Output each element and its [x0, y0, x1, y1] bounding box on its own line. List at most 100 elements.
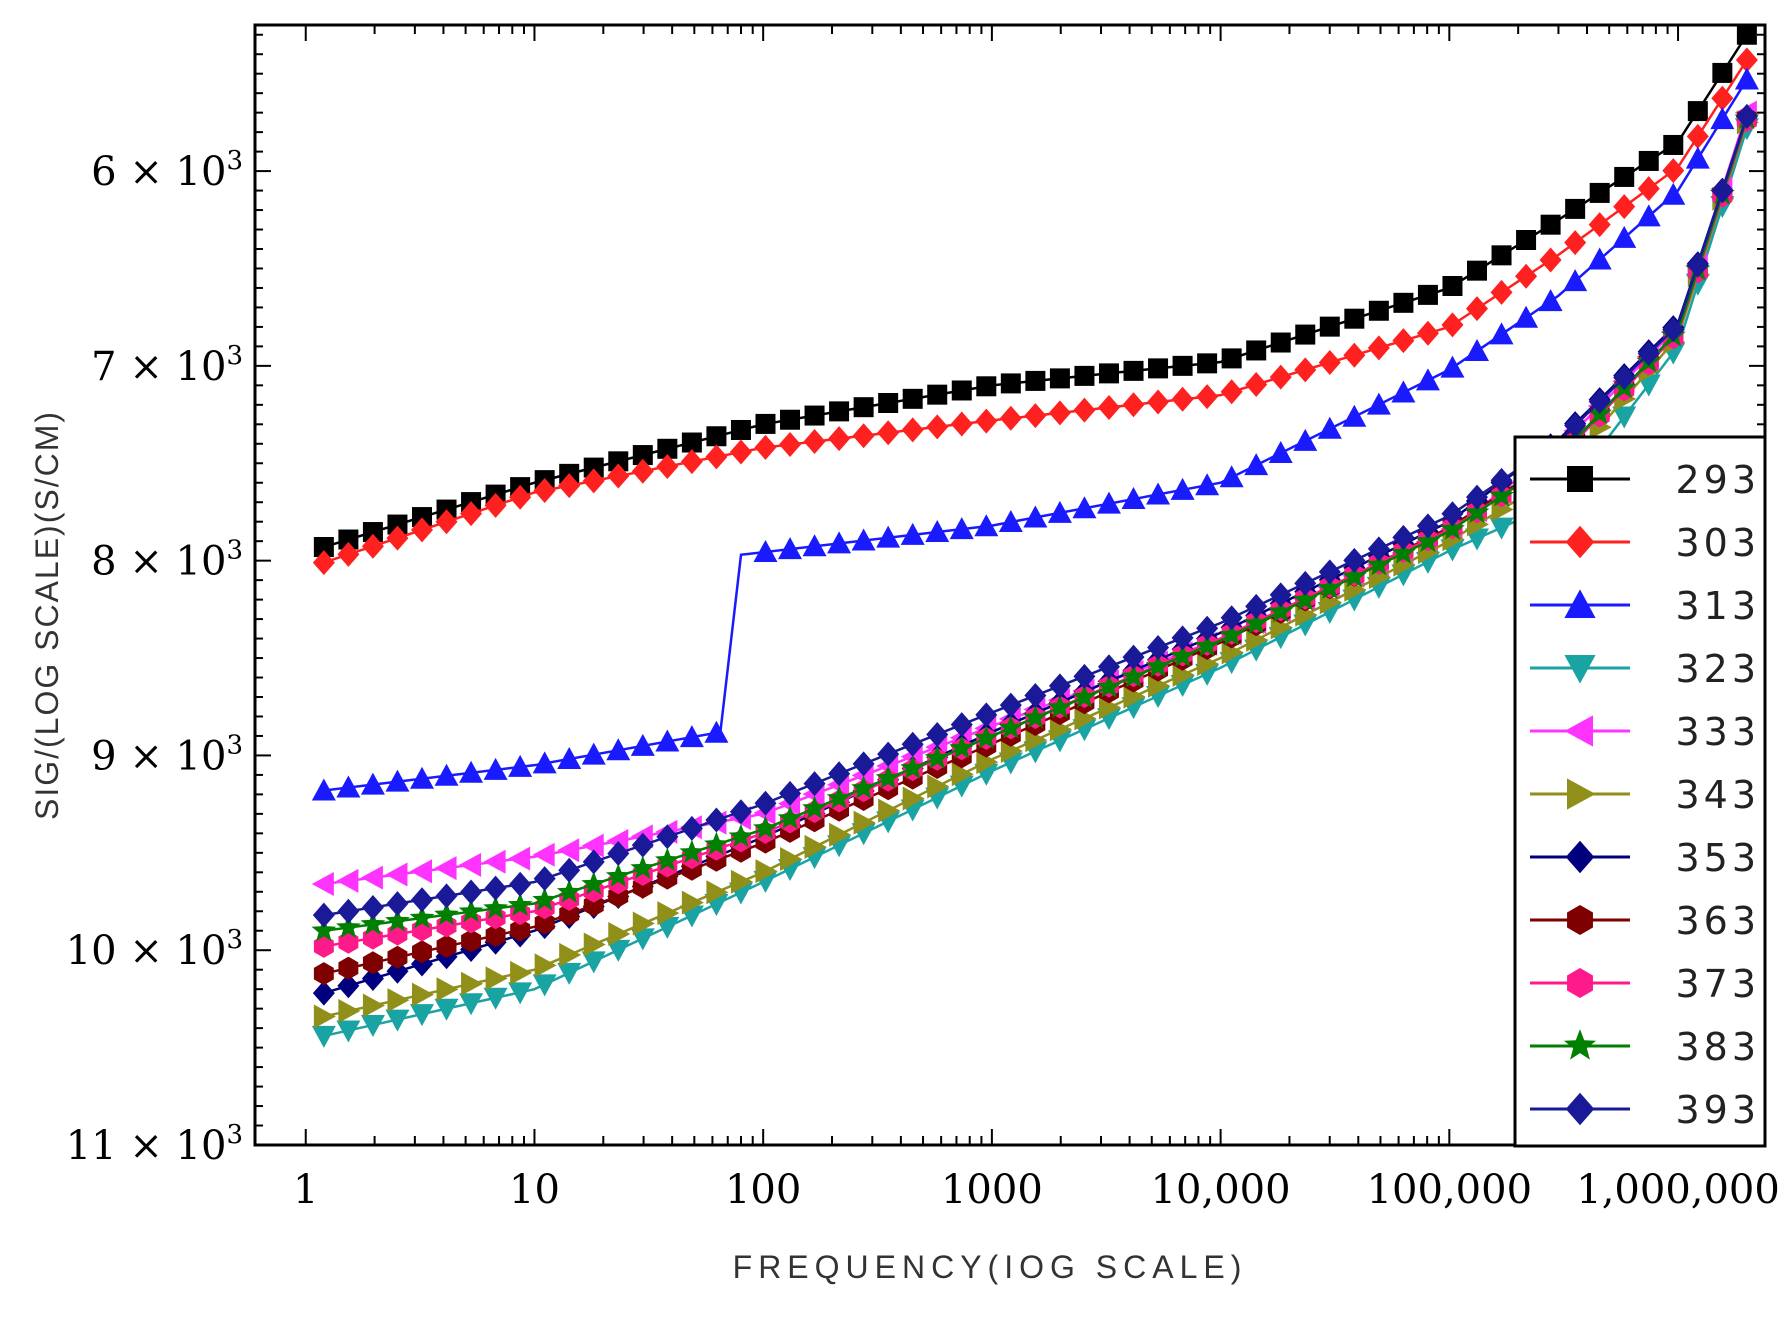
marker [802, 795, 827, 819]
marker [778, 537, 803, 560]
marker [532, 974, 557, 997]
marker [1564, 413, 1587, 439]
marker [387, 945, 408, 969]
marker [508, 754, 533, 777]
marker [338, 930, 359, 954]
marker [483, 895, 508, 920]
y-tick-label: 7 × 103 [91, 341, 243, 390]
marker [436, 934, 457, 958]
marker [976, 376, 997, 397]
marker [1393, 292, 1414, 313]
marker [999, 692, 1022, 718]
marker [1489, 517, 1514, 540]
marker [434, 856, 457, 881]
marker [1440, 355, 1465, 378]
marker [900, 755, 926, 779]
marker [780, 409, 801, 430]
marker [1392, 328, 1415, 354]
marker [1637, 176, 1660, 202]
marker [829, 822, 852, 847]
marker [999, 405, 1022, 431]
marker [1341, 563, 1367, 588]
marker [410, 517, 433, 543]
legend-label: 383 [1675, 1025, 1760, 1069]
marker [951, 380, 972, 401]
legend: 293 303 313 323 333 343 353 363 373 383 393 [1513, 435, 1767, 1148]
marker [1563, 269, 1588, 292]
marker [559, 902, 580, 926]
marker [1711, 85, 1734, 111]
marker [1318, 350, 1341, 376]
marker [409, 859, 432, 884]
marker [829, 401, 850, 422]
marker [1220, 605, 1243, 631]
marker [411, 982, 434, 1007]
x-tick-label: 10,000 [1151, 1167, 1291, 1213]
marker [1490, 279, 1513, 305]
marker [1391, 540, 1416, 564]
marker [1073, 663, 1096, 689]
marker [582, 468, 605, 494]
marker [1025, 370, 1046, 391]
marker [804, 834, 827, 859]
marker [1123, 684, 1146, 709]
marker [630, 855, 656, 879]
marker [681, 432, 702, 453]
marker [509, 484, 532, 510]
marker [459, 993, 484, 1016]
marker [1734, 67, 1759, 90]
marker [606, 939, 631, 962]
marker [1391, 380, 1416, 403]
marker [532, 751, 557, 774]
marker [311, 871, 334, 896]
marker [1243, 610, 1269, 635]
marker [926, 414, 949, 440]
marker [656, 824, 679, 850]
marker [583, 457, 604, 478]
marker [949, 517, 974, 540]
marker [360, 865, 383, 890]
marker [409, 905, 435, 929]
legend-box [1513, 435, 1767, 1148]
marker [556, 879, 582, 903]
marker [312, 902, 335, 928]
marker [728, 823, 754, 848]
marker [361, 894, 384, 920]
marker [508, 982, 533, 1005]
marker [780, 847, 803, 872]
marker [459, 760, 484, 783]
marker [729, 439, 752, 465]
marker [927, 384, 948, 405]
marker [876, 525, 901, 548]
marker [1467, 260, 1488, 281]
marker [1219, 465, 1244, 488]
marker [581, 742, 606, 765]
marker [1565, 198, 1586, 219]
legend-label: 303 [1675, 521, 1760, 565]
marker [1023, 704, 1048, 729]
y-tick-label: 11 × 103 [66, 1120, 243, 1169]
marker [1047, 500, 1072, 523]
marker [1049, 368, 1070, 389]
legend-item-393: 393 [1530, 1088, 1756, 1132]
marker [779, 780, 802, 806]
marker [902, 388, 923, 409]
marker [507, 892, 533, 916]
marker [1417, 284, 1438, 305]
marker [1515, 263, 1538, 289]
marker [1317, 416, 1342, 439]
marker [1293, 428, 1318, 451]
marker [1490, 467, 1513, 493]
marker [755, 413, 776, 434]
marker [1662, 158, 1685, 184]
marker [509, 871, 532, 897]
marker [1342, 404, 1367, 427]
marker [1096, 491, 1121, 514]
marker [950, 712, 973, 738]
marker [362, 951, 383, 975]
marker [387, 514, 408, 535]
marker [1098, 363, 1119, 384]
marker [804, 405, 825, 426]
marker [557, 746, 582, 769]
marker [581, 833, 604, 858]
